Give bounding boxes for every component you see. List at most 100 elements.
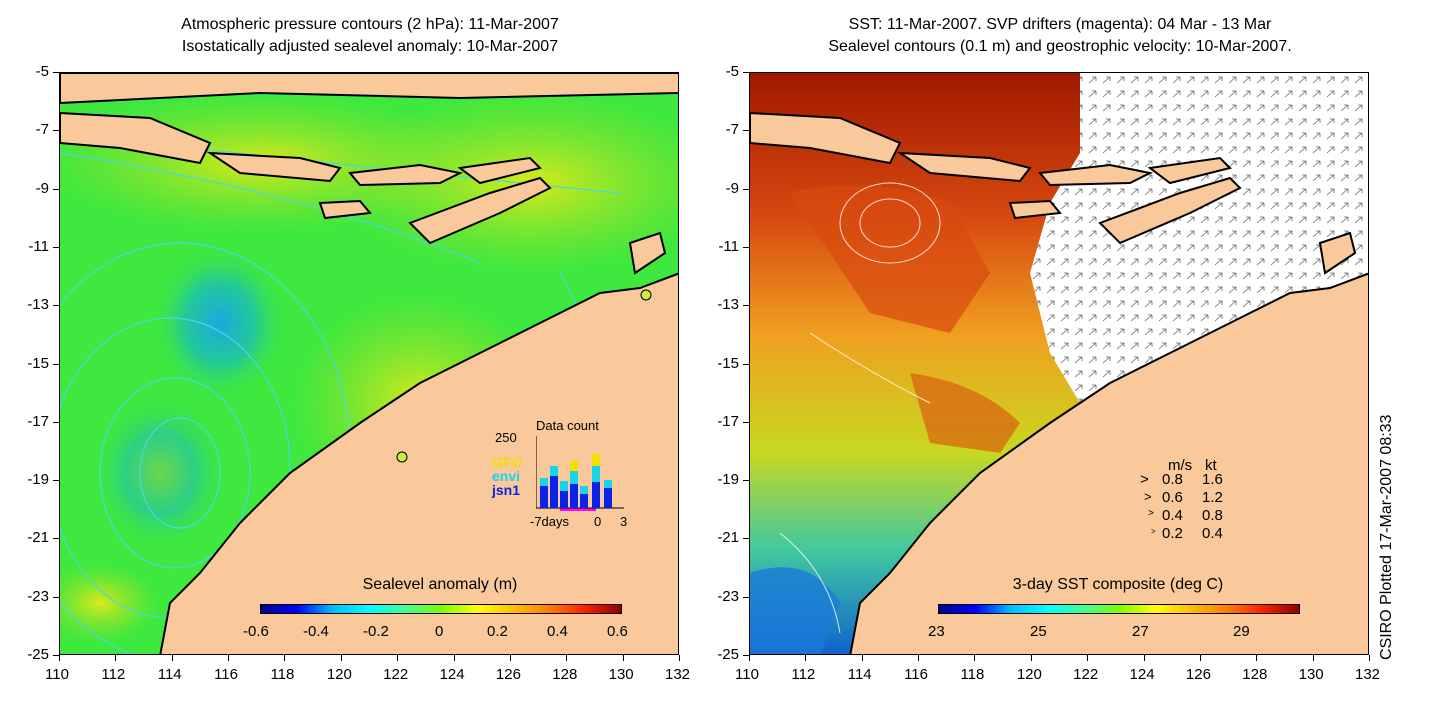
right-y-tick-mark bbox=[743, 596, 749, 598]
right-x-tick-mark bbox=[1087, 655, 1089, 661]
arrow-icon: > bbox=[1148, 508, 1154, 519]
anomaly-high-southwest bbox=[60, 563, 160, 643]
right-y-tick-label: -15 bbox=[717, 354, 739, 372]
right-x-tick-mark bbox=[805, 655, 807, 661]
right-y-tick-label: -19 bbox=[717, 471, 739, 489]
tide-gauge-marker bbox=[640, 289, 652, 301]
right-x-tick-label: 110 bbox=[735, 666, 759, 683]
right-x-tick-mark bbox=[918, 655, 920, 661]
right-x-tick-label: 130 bbox=[1298, 666, 1324, 683]
right-y-tick-label: -11 bbox=[718, 237, 739, 255]
left-x-tick-label: 128 bbox=[552, 666, 578, 683]
right-y-tick-label: -23 bbox=[717, 587, 739, 605]
sst-warm-patch bbox=[910, 373, 1020, 453]
right-y-tick-mark bbox=[743, 421, 749, 423]
velocity-legend-header-ms: m/s bbox=[1168, 457, 1193, 474]
cbar-tick: 0.6 bbox=[607, 623, 628, 640]
cbar-tick: 27 bbox=[1132, 623, 1149, 640]
left-title-line1: Atmospheric pressure contours (2 hPa): 1… bbox=[181, 16, 559, 33]
credit-label: CSIRO Plotted 17-Mar-2007 08:33 bbox=[1378, 414, 1395, 660]
left-x-tick-label: 114 bbox=[157, 666, 182, 683]
indonesia-islands bbox=[60, 73, 678, 275]
sealevel-colorbar bbox=[260, 604, 622, 614]
right-y-tick-label: -13 bbox=[717, 296, 739, 314]
left-x-tick-mark bbox=[115, 655, 117, 661]
right-x-tick-mark bbox=[1199, 655, 1201, 661]
right-x-tick-mark bbox=[749, 655, 750, 661]
velocity-legend-kt: 1.6 bbox=[1202, 471, 1223, 488]
left-y-tick-label: -19 bbox=[27, 471, 49, 489]
inset-legend-gfo: GFO bbox=[492, 454, 523, 470]
velocity-legend-kt: 0.4 bbox=[1202, 525, 1223, 542]
cbar-tick: 23 bbox=[928, 623, 945, 640]
right-title-line2: Sealevel contours (0.1 m) and geostrophi… bbox=[828, 38, 1292, 55]
right-x-tick-label: 118 bbox=[960, 666, 985, 683]
left-y-tick-label: -21 bbox=[27, 529, 49, 547]
right-y-tick-mark bbox=[743, 538, 749, 540]
left-y-tick-label: -15 bbox=[27, 354, 49, 372]
velocity-legend-kt: 1.2 bbox=[1202, 489, 1223, 506]
right-x-tick-mark bbox=[1312, 655, 1314, 661]
left-x-tick-mark bbox=[622, 655, 624, 661]
cbar-tick: -0.4 bbox=[303, 623, 329, 640]
right-y-tick-mark bbox=[743, 130, 749, 132]
left-x-tick-mark bbox=[397, 655, 399, 661]
left-x-tick-mark bbox=[228, 655, 230, 661]
right-y-tick-mark bbox=[743, 363, 749, 365]
right-x-tick-mark bbox=[1143, 655, 1145, 661]
arrow-icon: > bbox=[1144, 489, 1152, 504]
inset-bars bbox=[540, 454, 612, 508]
sealevel-contours bbox=[779, 182, 941, 634]
right-x-tick-mark bbox=[861, 655, 863, 661]
tide-gauge-marker bbox=[396, 451, 408, 463]
left-x-tick-label: 120 bbox=[326, 666, 352, 683]
sst-colorbar bbox=[938, 604, 1300, 614]
left-x-tick-mark bbox=[679, 655, 680, 661]
left-x-tick-mark bbox=[171, 655, 173, 661]
arrow-icon: > bbox=[1140, 471, 1149, 488]
arrow-icon: > bbox=[1151, 527, 1156, 536]
right-x-tick-mark bbox=[974, 655, 976, 661]
right-y-tick-label: -21 bbox=[717, 529, 739, 547]
left-x-tick-mark bbox=[340, 655, 342, 661]
right-y-tick-label: -7 bbox=[725, 121, 739, 139]
left-title-line2: Isostatically adjusted sealevel anomaly:… bbox=[181, 38, 559, 55]
sst-cool-patch bbox=[750, 567, 840, 654]
inset-legend-jsn1: jsn1 bbox=[492, 482, 521, 498]
right-y-tick-label: -9 bbox=[725, 179, 739, 197]
right-x-tick-label: 116 bbox=[904, 666, 928, 683]
left-x-tick-label: 132 bbox=[665, 666, 691, 683]
right-y-tick-mark bbox=[743, 480, 749, 482]
left-y-tick-mark bbox=[53, 363, 59, 365]
left-y-tick-mark bbox=[53, 72, 59, 73]
right-y-tick-mark bbox=[743, 246, 749, 248]
right-y-tick-mark bbox=[743, 655, 749, 656]
right-y-tick-mark bbox=[743, 72, 749, 73]
right-map-title: SST: 11-Mar-2007. SVP drifters (magenta)… bbox=[750, 14, 1370, 58]
cbar-tick: -0.2 bbox=[363, 623, 389, 640]
velocity-legend-ms: 0.6 bbox=[1162, 489, 1183, 506]
sealevel-colorbar-title: Sealevel anomaly (m) bbox=[362, 576, 518, 593]
right-x-tick-mark bbox=[1256, 655, 1258, 661]
left-y-tick-label: -17 bbox=[27, 412, 49, 430]
left-y-tick-mark bbox=[53, 421, 59, 423]
sealevel-anomaly-map: Data count 250 GFO envi jsn1 -7days 0 3 … bbox=[59, 72, 679, 655]
velocity-legend: m/s kt > 0.8 1.6 > 0.6 1.2 > 0.4 0.8 > 0… bbox=[1138, 457, 1248, 547]
left-y-tick-label: -9 bbox=[35, 179, 49, 197]
right-x-tick-label: 122 bbox=[1073, 666, 1099, 683]
right-x-tick-label: 128 bbox=[1242, 666, 1268, 683]
left-y-tick-mark bbox=[53, 538, 59, 540]
right-x-tick-label: 120 bbox=[1016, 666, 1042, 683]
right-x-tick-mark bbox=[1030, 655, 1032, 661]
velocity-legend-ms: 0.4 bbox=[1162, 507, 1183, 524]
sst-colorbar-title: 3-day SST composite (deg C) bbox=[1012, 576, 1224, 593]
left-y-tick-mark bbox=[53, 246, 59, 248]
left-y-tick-label: -11 bbox=[28, 237, 49, 255]
cbar-tick: 29 bbox=[1233, 623, 1250, 640]
sst-colorbar-ticks: 23 25 27 29 bbox=[750, 623, 1368, 643]
left-x-tick-label: 112 bbox=[101, 666, 126, 683]
cbar-tick: 0.4 bbox=[547, 623, 568, 640]
right-x-tick-label: 112 bbox=[791, 666, 816, 683]
left-x-tick-label: 116 bbox=[214, 666, 238, 683]
left-x-tick-mark bbox=[566, 655, 568, 661]
